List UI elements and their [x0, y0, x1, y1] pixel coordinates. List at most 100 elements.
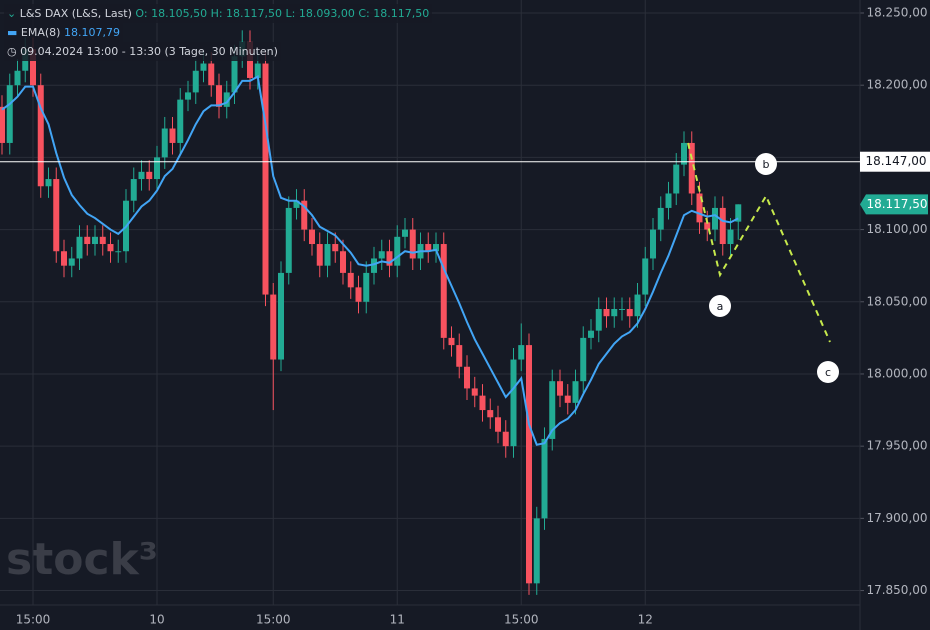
- candle-body: [200, 63, 207, 71]
- candle-body: [642, 258, 649, 295]
- candle-body: [526, 345, 532, 584]
- candle-body: [572, 381, 579, 403]
- candle-body: [92, 236, 98, 245]
- wave-label: a: [717, 300, 724, 313]
- x-tick-label: 11: [390, 613, 405, 627]
- watermark: stock³: [6, 534, 158, 585]
- candle-body: [301, 200, 308, 230]
- candle-body: [231, 56, 238, 93]
- candle-body: [285, 207, 292, 273]
- candle-body: [564, 395, 571, 403]
- candle-body: [510, 359, 517, 447]
- candle-body: [324, 244, 331, 266]
- interval: 09.04.2024 13:00 - 13:30: [20, 45, 161, 58]
- y-tick-label: 18.250,00: [866, 5, 927, 19]
- candle-body: [169, 128, 176, 143]
- candle-body: [464, 366, 470, 389]
- candle-body: [735, 204, 742, 222]
- wave-marker: [817, 361, 839, 383]
- candle-body: [53, 179, 60, 252]
- candle-body: [14, 70, 21, 86]
- expand-arrow[interactable]: ⌄: [7, 7, 17, 20]
- wave-marker: [755, 153, 777, 175]
- candle-body: [293, 200, 300, 208]
- candle-body: [448, 337, 455, 346]
- price-tag: [860, 151, 930, 172]
- candle-body: [76, 236, 83, 259]
- candle-body: [696, 193, 703, 223]
- candle-body: [154, 157, 160, 180]
- candle-body: [495, 417, 501, 432]
- candle-body: [502, 431, 509, 447]
- candle-body: [588, 330, 594, 338]
- candle-body: [487, 410, 494, 418]
- candle-body: [440, 244, 447, 338]
- candle-body: [704, 222, 711, 230]
- candle-body: [409, 229, 416, 259]
- candle-body: [719, 207, 726, 245]
- ema-line: [1, 74, 739, 446]
- candle-body: [433, 244, 439, 252]
- candle-body: [84, 236, 91, 245]
- x-tick-label: 15:00: [16, 613, 51, 627]
- candle-body: [611, 308, 618, 317]
- x-tick-label: 15:00: [504, 613, 539, 627]
- candle-body: [650, 229, 656, 259]
- candle-body: [68, 258, 75, 266]
- candle-body: [541, 438, 548, 519]
- candle-body: [208, 63, 215, 86]
- candle-body: [146, 171, 153, 180]
- wave-marker: [709, 295, 731, 317]
- candle-body: [192, 70, 199, 93]
- candle-body: [471, 388, 478, 396]
- candle-body: [378, 251, 385, 259]
- clock-icon: ◷: [7, 45, 17, 58]
- candle-body: [626, 308, 633, 317]
- candle-body: [580, 337, 587, 382]
- wave-projection: [687, 142, 831, 343]
- candle-body: [688, 142, 695, 194]
- ema-row: ▬ EMA(8) 18.107,79: [4, 23, 123, 42]
- candle-body: [309, 229, 315, 245]
- candle-body: [161, 128, 168, 158]
- candle-body: [595, 308, 602, 331]
- candle-body: [557, 381, 563, 396]
- candle-body: [657, 207, 664, 230]
- candle-body: [363, 272, 370, 302]
- price-tag-label: 18.147,00: [865, 154, 926, 168]
- candle-body: [355, 287, 362, 302]
- y-tick-label: 17.900,00: [866, 511, 927, 525]
- candle-body: [332, 244, 339, 252]
- y-tick-label: 18.200,00: [866, 78, 927, 92]
- candle-body: [425, 244, 432, 252]
- symbol-row: ⌄ L&S DAX (L&S, Last) O: 18.105,50 H: 18…: [4, 4, 433, 23]
- candle-body: [603, 308, 610, 317]
- span: (3 Tage, 30 Minuten): [164, 45, 278, 58]
- y-tick-label: 18.050,00: [866, 294, 927, 308]
- candle-body: [402, 229, 408, 237]
- candle-body: [216, 85, 222, 107]
- candle-body: [115, 251, 122, 253]
- wave-label: c: [825, 366, 831, 379]
- candle-body: [61, 251, 67, 266]
- candle-body: [681, 142, 687, 165]
- candle-body: [6, 85, 13, 143]
- candle-body: [347, 272, 354, 288]
- candle-body: [634, 294, 641, 317]
- candle-body: [371, 258, 377, 273]
- wave-label: b: [763, 158, 770, 171]
- candle-body: [0, 106, 5, 143]
- ema-value: 18.107,79: [63, 26, 120, 39]
- candle-body: [394, 236, 401, 266]
- candle-body: [727, 229, 734, 245]
- candle-body: [712, 207, 718, 230]
- ema-name: EMA(8): [20, 26, 61, 39]
- symbol: L&S DAX (L&S, Last): [19, 7, 132, 20]
- candle-body: [99, 236, 106, 245]
- candle-body: [619, 308, 625, 310]
- y-tick-label: 17.950,00: [866, 439, 927, 453]
- candle-body: [340, 251, 346, 273]
- candle-body: [518, 345, 525, 360]
